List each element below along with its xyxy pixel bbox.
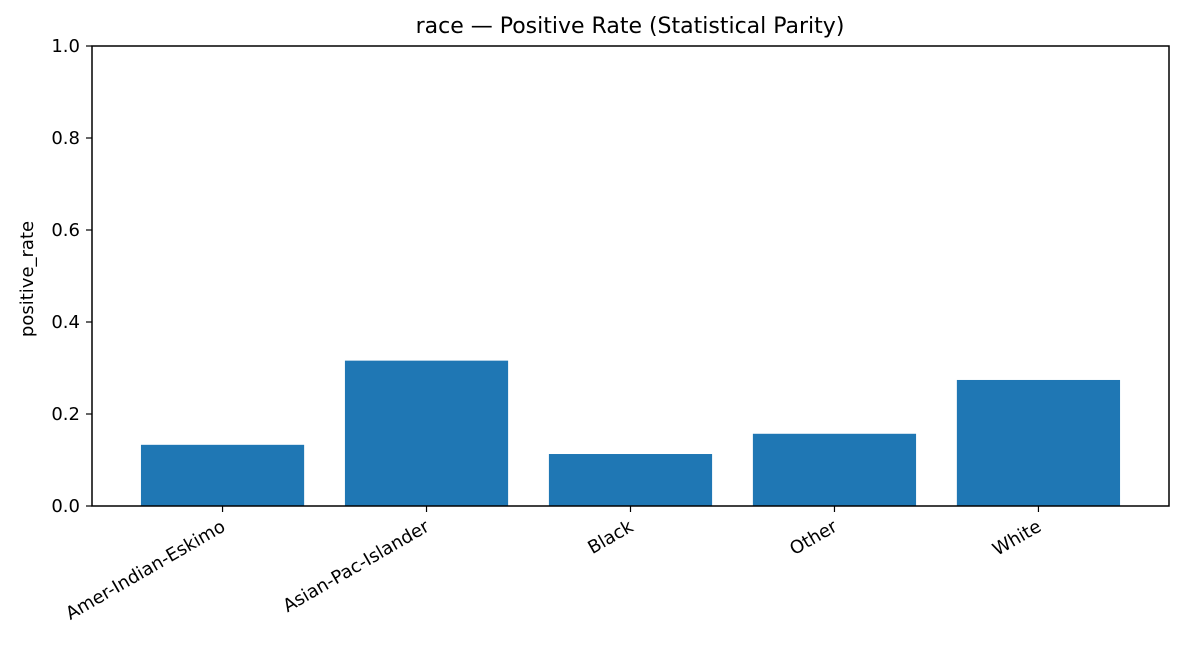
bar-asian-pac-islander bbox=[344, 360, 509, 506]
y-tick-label: 1.0 bbox=[51, 36, 80, 57]
y-tick-label: 0.0 bbox=[51, 496, 80, 517]
x-tick-label: White bbox=[989, 516, 1045, 560]
bar-black bbox=[548, 454, 713, 506]
plot-frame bbox=[91, 45, 1170, 507]
y-tick-label: 0.2 bbox=[51, 404, 80, 425]
x-tick-label: Black bbox=[584, 516, 637, 559]
y-ticks-group: 0.0 0.2 0.4 0.6 0.8 1.0 bbox=[51, 36, 92, 517]
y-tick-label: 0.8 bbox=[51, 128, 80, 149]
bar-white bbox=[956, 379, 1121, 506]
x-tick-label: Asian-Pac-Islander bbox=[280, 516, 434, 617]
bars-group bbox=[140, 360, 1121, 506]
x-tick-label: Amer-Indian-Eskimo bbox=[62, 516, 229, 624]
bar-amer-indian-eskimo bbox=[140, 444, 305, 506]
y-axis-label: positive_rate bbox=[17, 221, 38, 337]
x-tick-label: Other bbox=[786, 516, 841, 560]
y-tick-label: 0.6 bbox=[51, 220, 80, 241]
y-tick-label: 0.4 bbox=[51, 312, 80, 333]
bar-other bbox=[752, 433, 917, 506]
x-ticks-group: Amer-Indian-Eskimo Asian-Pac-Islander Blac… bbox=[62, 506, 1045, 625]
chart-title: race — Positive Rate (Statistical Parity… bbox=[416, 14, 845, 39]
